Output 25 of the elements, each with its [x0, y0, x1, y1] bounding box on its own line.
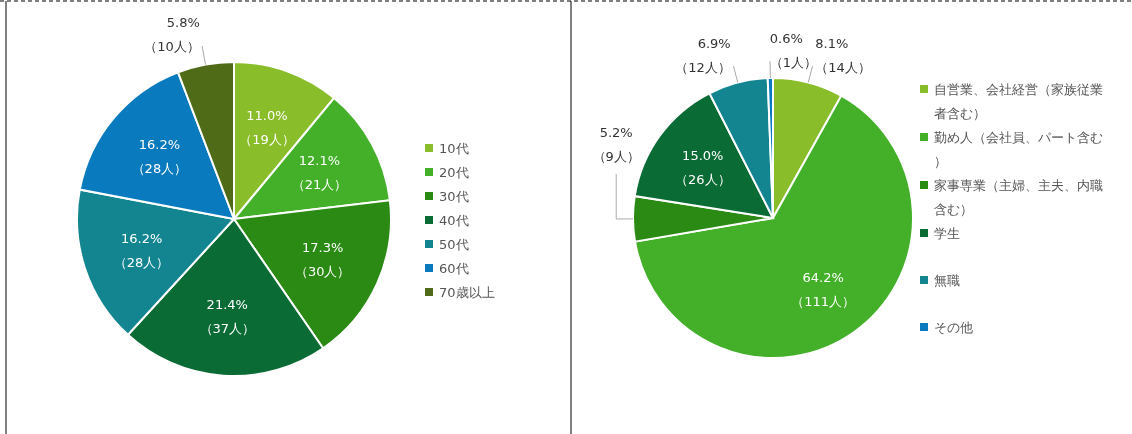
legend-label: 70歳以上: [439, 285, 495, 300]
data-label: 12.1%（21人）: [291, 153, 348, 193]
legend-label: その他: [934, 320, 973, 335]
data-label: 16.2%（28人）: [113, 230, 170, 270]
data-label: 11.0%（19人）: [239, 108, 295, 148]
legend-label: 20代: [439, 165, 469, 180]
legend-label: 家事専業（主婦、主夫、内職含む）: [934, 178, 1103, 217]
data-label: 21.4%（37人）: [199, 297, 256, 337]
data-label: 16.2%（28人）: [131, 137, 188, 177]
data-label: 64.2%（111人）: [791, 269, 856, 309]
legend-label: 30代: [439, 189, 469, 204]
legend-label: 無職: [934, 273, 960, 288]
data-label: 15.0%（26人）: [675, 147, 731, 187]
legend-label: 60代: [439, 261, 469, 276]
legend-label: 勤め人（会社員、パート含む）: [934, 130, 1103, 169]
legend-label: 40代: [439, 213, 469, 228]
data-label: 5.2%（9人）: [592, 124, 640, 164]
data-label: 5.8%（10人）: [144, 14, 200, 54]
legend-label: 学生: [934, 226, 960, 241]
legend-label: 10代: [439, 141, 469, 156]
legend-label: 50代: [439, 237, 469, 252]
data-label: 6.9%（12人）: [675, 36, 731, 76]
data-label: 8.1%（14人）: [815, 36, 871, 76]
data-label: 17.3%（30人）: [294, 240, 351, 280]
legend-label: 自営業、会社経営（家族従業者含む）: [934, 82, 1103, 121]
